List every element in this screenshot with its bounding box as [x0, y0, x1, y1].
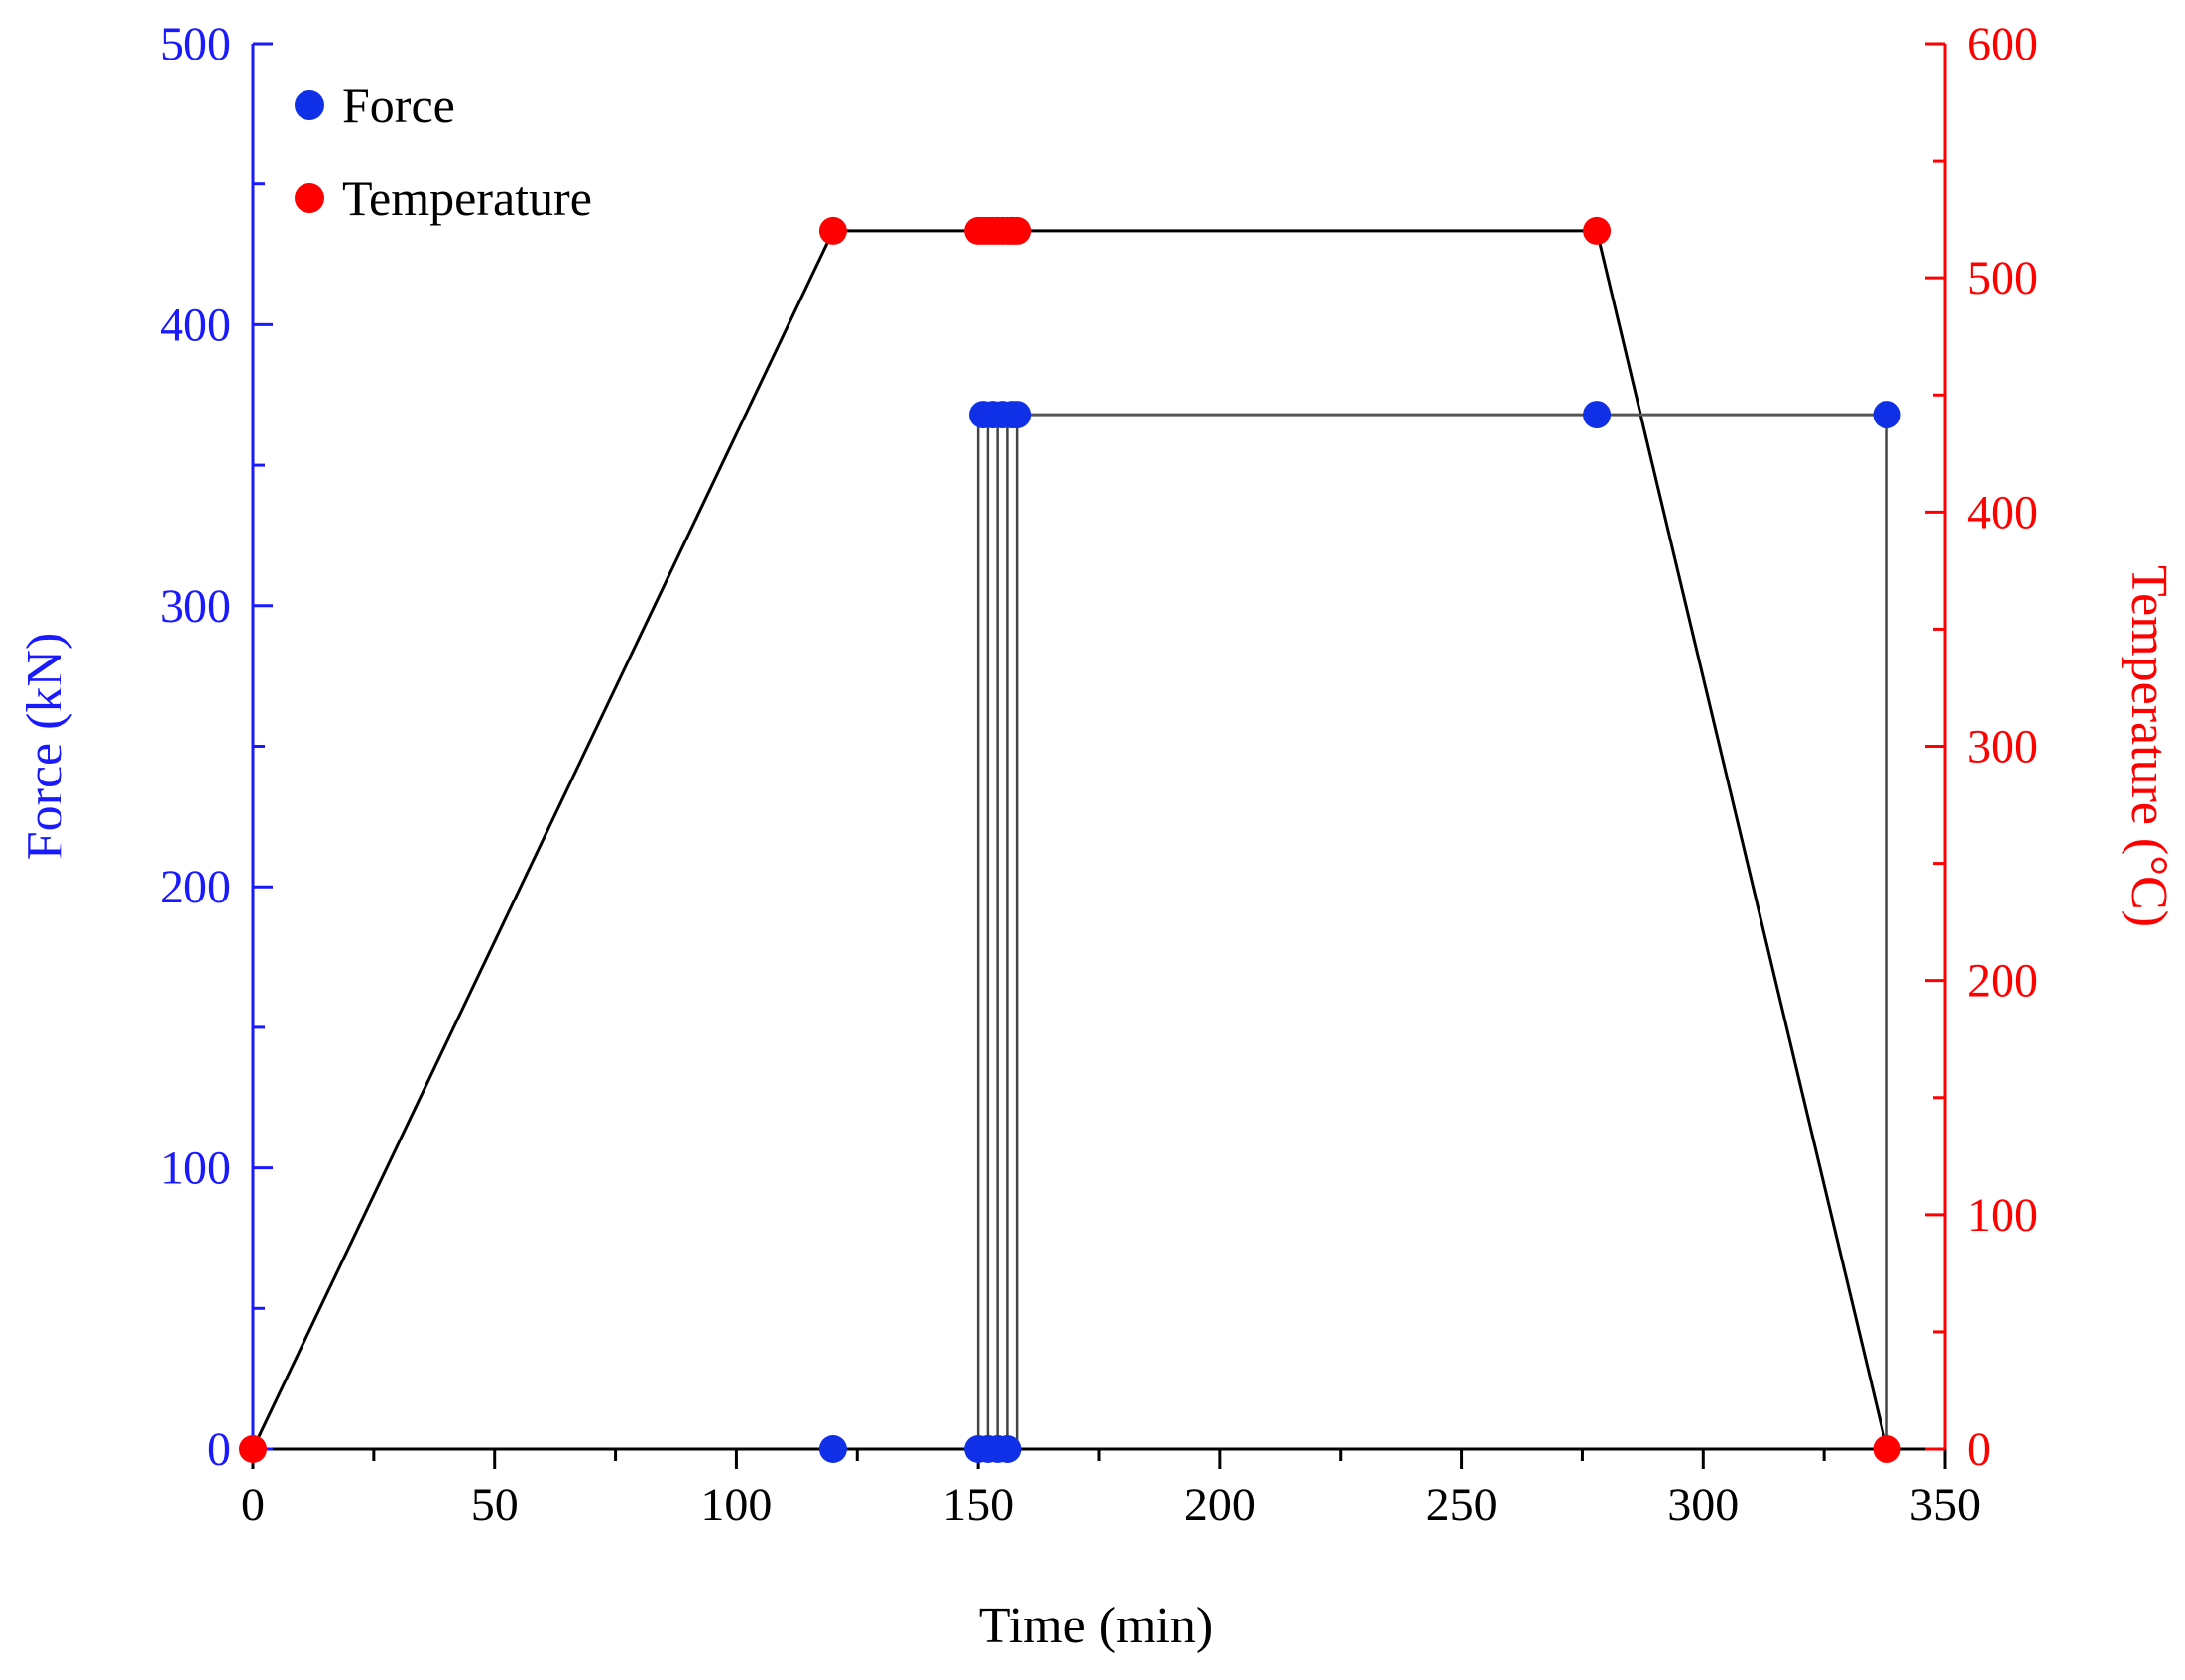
force-point — [1873, 401, 1901, 429]
temperature-point — [1873, 1435, 1901, 1463]
connector-lines — [251, 229, 1888, 1450]
ticks — [251, 42, 1947, 1469]
x-tick-label: 300 — [1667, 1479, 1739, 1531]
temperature-point — [1583, 216, 1612, 245]
temperature-profile-line — [251, 229, 1888, 1450]
data-points — [239, 216, 1901, 1463]
axes — [251, 44, 1947, 1451]
force-point — [1003, 401, 1032, 429]
y-left-tick-label: 0 — [207, 1423, 231, 1476]
x-tick-label: 150 — [942, 1479, 1014, 1531]
x-tick-label: 0 — [241, 1479, 265, 1531]
y-right-tick-label: 400 — [1967, 486, 2038, 539]
x-tick-label: 50 — [471, 1479, 519, 1531]
y-right-axis-title: Temperature (°C) — [2121, 565, 2177, 927]
x-tick-label: 350 — [1909, 1479, 1981, 1531]
temperature-point — [239, 1435, 267, 1463]
x-tick-label: 200 — [1184, 1479, 1256, 1531]
y-right-tick-label: 0 — [1967, 1423, 1991, 1476]
y-right-tick-label: 500 — [1967, 252, 2038, 304]
y-left-tick-label: 400 — [160, 299, 231, 351]
y-right-tick-label: 600 — [1967, 18, 2038, 70]
x-tick-label: 250 — [1426, 1479, 1498, 1531]
legend: Force Temperature — [295, 77, 592, 226]
force-point — [993, 1435, 1022, 1463]
y-right-tick-label: 300 — [1967, 721, 2038, 774]
y-left-tick-label: 500 — [160, 18, 231, 70]
legend-temperature-marker — [295, 183, 324, 213]
legend-temperature-label: Temperature — [342, 171, 592, 226]
force-point — [818, 1435, 847, 1463]
y-left-tick-label: 300 — [160, 580, 231, 633]
legend-force-marker — [295, 90, 324, 120]
y-left-tick-label: 200 — [160, 861, 231, 913]
x-tick-label: 100 — [700, 1479, 772, 1531]
temperature-point — [1003, 216, 1032, 245]
y-right-tick-label: 100 — [1967, 1189, 2038, 1242]
tick-labels: 0 50 100 150 200 250 300 3500100200300400500010… — [160, 18, 2038, 1531]
legend-force-label: Force — [342, 77, 455, 133]
y-left-axis-title: Force (kN) — [17, 633, 73, 861]
y-left-tick-label: 100 — [160, 1142, 231, 1195]
x-axis-title: Time (min) — [979, 1598, 1213, 1654]
temperature-point — [818, 216, 847, 245]
y-right-tick-label: 200 — [1967, 955, 2038, 1008]
force-point — [1583, 401, 1612, 429]
